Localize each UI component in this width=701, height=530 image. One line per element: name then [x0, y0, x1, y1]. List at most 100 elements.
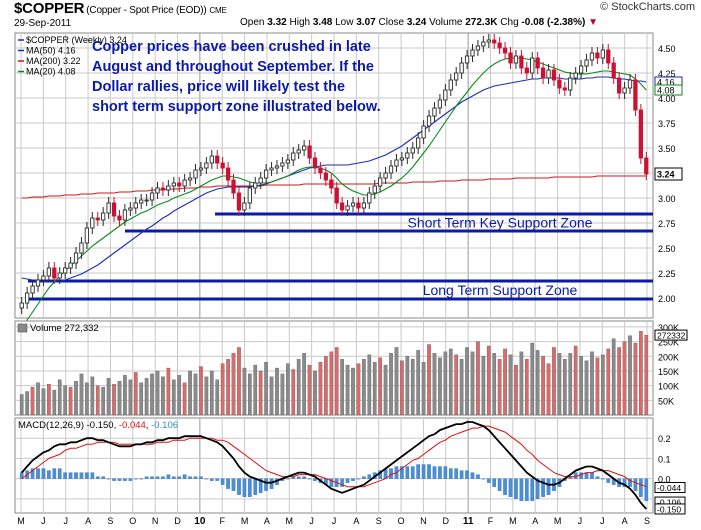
volume-bar — [133, 372, 138, 416]
macd-histogram-bar — [535, 478, 540, 500]
candle-body — [568, 77, 573, 91]
macd-month-label: M — [554, 516, 562, 526]
macd-histogram-bar — [351, 478, 355, 481]
macd-month-label: A — [532, 516, 538, 526]
macd-histogram-bar — [144, 476, 149, 479]
volume-legend-swatch — [17, 323, 28, 333]
price-ytick: 3.50 — [658, 144, 676, 154]
volume-bar — [389, 353, 393, 416]
volume-bar — [112, 384, 116, 416]
volume-bar — [394, 347, 399, 416]
volume-bar — [530, 342, 535, 416]
open-value: 3.32 — [267, 17, 287, 28]
candle-body — [68, 262, 73, 269]
candle-body — [307, 145, 312, 159]
candle-body — [225, 167, 231, 181]
candle-body — [204, 162, 209, 169]
volume-bar — [275, 367, 279, 416]
macd-histogram-bar — [296, 476, 301, 479]
candle-body — [372, 185, 377, 194]
macd-histogram-bar — [410, 466, 415, 479]
candle-body — [557, 79, 562, 89]
macd-month-label: M — [509, 516, 517, 526]
candle-body — [334, 187, 339, 204]
volume-bar — [351, 367, 355, 416]
macd-histogram-bar — [63, 472, 67, 479]
volume-bar — [171, 379, 176, 416]
candle-body — [578, 65, 584, 74]
macd-histogram-bar — [459, 470, 464, 479]
macd-tag-label: -0.150 — [657, 504, 681, 514]
candle-body — [247, 187, 252, 204]
volume-bar — [139, 382, 144, 416]
close-label: Close — [378, 17, 405, 28]
price-panel: MJJASOND10FMAMJJASOND11FMAMJJAS4.504.254… — [14, 32, 683, 332]
macd-histogram-bar — [95, 476, 100, 479]
volume-bar — [79, 373, 84, 416]
volume-bar — [177, 375, 182, 416]
price-ytick: 4.00 — [658, 94, 676, 104]
volume-bar — [68, 386, 73, 416]
macd-histogram-bar — [85, 472, 89, 479]
annotation-line: Copper prices have been crushed in late — [92, 39, 371, 55]
volume-bar — [503, 348, 507, 416]
high-value: 3.48 — [312, 17, 333, 28]
macd-histogram-bar — [514, 478, 518, 500]
candle-body — [139, 199, 144, 204]
candle-body — [52, 267, 57, 279]
macd-histogram-bar — [427, 464, 431, 479]
macd-histogram-bar — [606, 478, 611, 483]
candle-body — [454, 72, 459, 81]
volume-bar — [166, 367, 171, 416]
candle-body — [46, 267, 52, 277]
macd-ytick: 0.1 — [658, 454, 671, 464]
candle-body — [30, 285, 35, 294]
candle-body — [155, 187, 160, 194]
legend-entry: MA(20) 4.08 — [26, 67, 76, 77]
volume-bar — [438, 357, 442, 416]
macd-signal-value: -0.044 — [119, 420, 146, 431]
volume-bar — [101, 386, 106, 416]
volume-bar — [47, 384, 51, 416]
macd-histogram-bar — [204, 478, 209, 480]
change-value: -0.08 (-2.38%) — [521, 17, 586, 28]
volume-bar — [573, 345, 578, 416]
macd-histogram-bar — [215, 478, 220, 481]
volume-bar — [552, 347, 556, 416]
volume-bar — [481, 356, 486, 416]
price-ytick: 2.50 — [658, 244, 676, 254]
macd-month-label: N — [420, 516, 427, 526]
macd-histogram-bar — [101, 476, 106, 479]
candle-body — [187, 177, 193, 181]
legend-entry: MA(50) 4.16 — [26, 46, 76, 56]
candle-body — [410, 147, 415, 154]
chart-symbol: $COPPER (Copper - Spot Price (EOD)) CME — [14, 0, 227, 17]
candle-body — [144, 199, 149, 202]
macd-histogram-bar — [41, 468, 46, 479]
volume-bar — [372, 361, 377, 416]
macd-month-label: 10 — [194, 516, 206, 527]
candle-body — [622, 87, 627, 94]
annotation-line: Dollar rallies, price will likely test t… — [92, 79, 345, 95]
macd-histogram-bar — [541, 478, 545, 497]
macd-month-label: D — [443, 516, 450, 526]
price-ytick: 2.00 — [658, 294, 676, 304]
ma200-line — [21, 175, 647, 199]
candle-body — [215, 155, 220, 164]
macd-month-label: J — [332, 516, 337, 526]
candle-body — [198, 167, 204, 171]
macd-histogram-bar — [253, 478, 258, 495]
candle-body — [426, 115, 432, 127]
volume-panel: 300K 250K 200K 150K 100K 50K Volume 272,332 272… — [14, 320, 688, 416]
candle-body — [117, 215, 122, 221]
volume-bar — [644, 334, 649, 416]
volume-bar — [334, 347, 339, 416]
volume-bar — [117, 381, 122, 416]
volume-bar — [242, 367, 247, 416]
support-zone-label: Long Term Support Zone — [423, 282, 578, 298]
candle-body — [285, 159, 290, 164]
copyright-link[interactable]: © StockCharts.com — [600, 1, 695, 13]
macd-histogram-bar — [340, 478, 344, 487]
volume-bar — [601, 354, 605, 416]
